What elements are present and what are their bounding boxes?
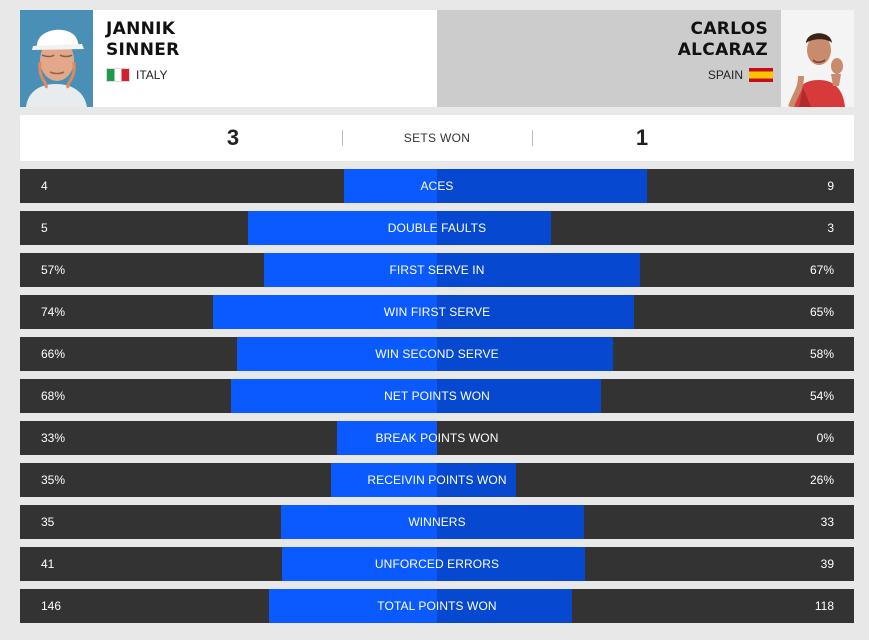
player2-stat-bar: [437, 337, 613, 371]
player1-stat-bar: [344, 169, 437, 203]
player2-country-label: SPAIN: [707, 68, 743, 82]
player1-name[interactable]: JANNIK SINNER: [106, 19, 180, 61]
player1-stat-bar: [213, 295, 437, 329]
stat-label: DOUBLE FAULTS: [387, 221, 487, 235]
player1-stat-value: 35: [41, 515, 55, 529]
player2-stat-value: 67%: [809, 263, 834, 277]
player2-stat-bar: [437, 589, 572, 623]
player1-stat-value: 57%: [41, 263, 66, 277]
player1-sets-won: 3: [226, 125, 240, 150]
stat-label: WIN FIRST SERVE: [383, 305, 491, 319]
stats-table: 4 ACES 9 5 DOUBLE FAULTS 3 57% FIRST SERVE IN 67…: [20, 169, 854, 631]
stat-label: FIRST SERVE IN: [389, 263, 485, 277]
player1-stat-bar: [248, 211, 437, 245]
player2-country: SPAIN: [708, 68, 773, 82]
italy-flag-icon: [106, 68, 130, 82]
stat-row: 66% WIN SECOND SERVE 58%: [20, 337, 854, 371]
player1-country-label: ITALY: [136, 68, 168, 82]
player1-stat-value: 74%: [41, 305, 66, 319]
player2-stat-value: 39: [820, 557, 834, 571]
player2-stat-bar: [437, 547, 585, 581]
player1-first-name: JANNIK: [106, 19, 176, 39]
stat-row: 33% BREAK POINTS WON 0%: [20, 421, 854, 455]
player1-photo: [20, 10, 93, 107]
divider-right: [532, 130, 533, 146]
player2-last-name: ALCARAZ: [677, 40, 768, 60]
stat-row: 41 UNFORCED ERRORS 39: [20, 547, 854, 581]
player1-stat-value: 66%: [41, 347, 66, 361]
player1-stat-value: 68%: [41, 389, 66, 403]
sets-won-panel: 3 SETS WON 1: [20, 115, 854, 161]
player2-stat-bar: [437, 169, 647, 203]
player2-stat-bar: [437, 211, 551, 245]
player2-stat-bar: [437, 463, 516, 497]
stat-label: BREAK POINTS WON: [375, 431, 499, 445]
player2-stat-value: 118: [814, 599, 834, 613]
player1-stat-bar: [337, 421, 437, 455]
match-header: JANNIK SINNER ITALY CARLOS ALCARAZ SPAIN: [20, 10, 854, 107]
stat-label: WIN SECOND SERVE: [375, 347, 499, 361]
player1-last-name: SINNER: [106, 40, 180, 60]
sets-won-label: SETS WON: [403, 131, 471, 145]
stat-row: 146 TOTAL POINTS WON 118: [20, 589, 854, 623]
stat-label: NET POINTS WON: [384, 389, 490, 403]
player2-stat-value: 26%: [809, 473, 834, 487]
player2-name[interactable]: CARLOS ALCARAZ: [678, 19, 768, 61]
player2-stat-value: 33: [820, 515, 834, 529]
stat-row: 4 ACES 9: [20, 169, 854, 203]
stat-label: TOTAL POINTS WON: [377, 599, 497, 613]
player2-avatar-icon: [781, 10, 854, 107]
player2-stat-bar: [437, 379, 601, 413]
player1-stat-bar: [282, 547, 437, 581]
player1-stat-value: 146: [41, 599, 62, 613]
player2-stat-value: 9: [827, 179, 834, 193]
stat-label: ACES: [420, 179, 454, 193]
player1-stat-value: 35%: [41, 473, 66, 487]
stat-row: 5 DOUBLE FAULTS 3: [20, 211, 854, 245]
player2-sets-won: 1: [635, 125, 649, 150]
player1-stat-bar: [269, 589, 437, 623]
player1-stat-value: 41: [41, 557, 55, 571]
player2-stat-bar: [437, 505, 584, 539]
player1-country: ITALY: [106, 68, 168, 82]
player2-first-name: CARLOS: [690, 19, 768, 39]
player2-stat-value: 0%: [816, 431, 834, 445]
spain-flag-icon: [749, 68, 773, 82]
divider-left: [342, 130, 343, 146]
player2-photo: [781, 10, 854, 107]
player2-stat-value: 65%: [809, 305, 834, 319]
player2-stat-value: 54%: [809, 389, 834, 403]
player1-header: JANNIK SINNER ITALY: [20, 10, 437, 107]
player1-stat-bar: [264, 253, 437, 287]
player1-stat-bar: [237, 337, 437, 371]
player1-stat-bar: [281, 505, 437, 539]
stat-label: UNFORCED ERRORS: [374, 557, 500, 571]
stat-row: 35 WINNERS 33: [20, 505, 854, 539]
stat-label: WINNERS: [408, 515, 466, 529]
stat-row: 68% NET POINTS WON 54%: [20, 379, 854, 413]
stat-row: 74% WIN FIRST SERVE 65%: [20, 295, 854, 329]
stat-row: 57% FIRST SERVE IN 67%: [20, 253, 854, 287]
player2-header: CARLOS ALCARAZ SPAIN: [437, 10, 854, 107]
stat-label: RECEIVIN POINTS WON: [367, 473, 507, 487]
player1-stat-value: 33%: [41, 431, 66, 445]
player1-stat-bar: [331, 463, 437, 497]
player2-stat-value: 58%: [809, 347, 834, 361]
player2-stat-bar: [437, 253, 640, 287]
player1-avatar-icon: [20, 10, 93, 107]
player1-stat-value: 4: [41, 179, 48, 193]
player1-stat-bar: [231, 379, 437, 413]
player1-stat-value: 5: [41, 221, 48, 235]
player2-stat-value: 3: [827, 221, 834, 235]
stat-row: 35% RECEIVIN POINTS WON 26%: [20, 463, 854, 497]
player2-stat-bar: [437, 295, 634, 329]
